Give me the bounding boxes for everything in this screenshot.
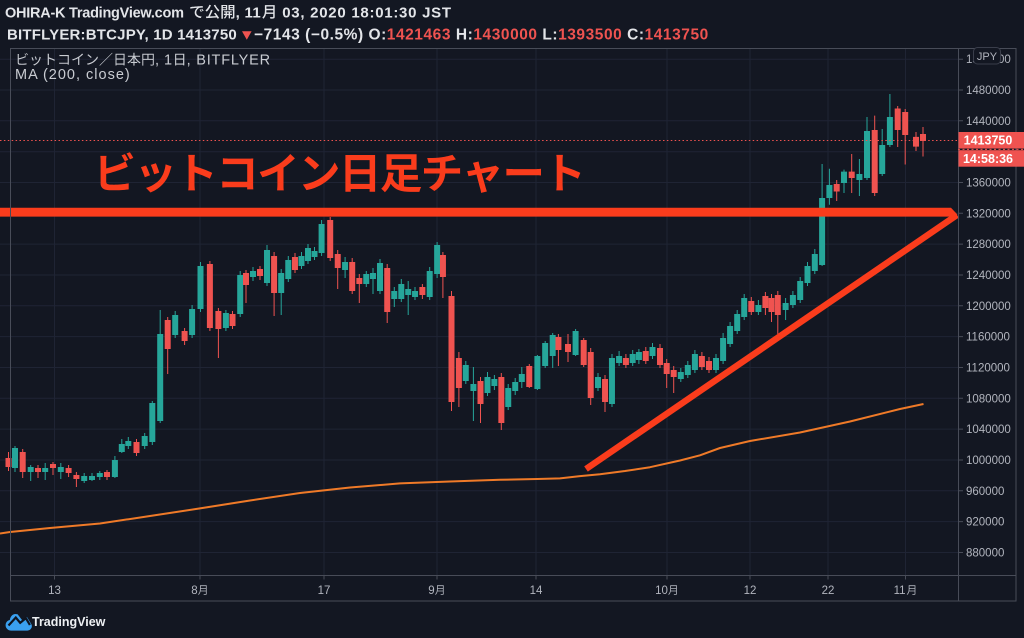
svg-text:12: 12 [744, 585, 757, 597]
svg-text:L:: L: [538, 27, 559, 44]
svg-text:880000: 880000 [966, 548, 1004, 560]
svg-text:1320000: 1320000 [966, 208, 1011, 220]
svg-text:OHIRA-K TradingView.com: OHIRA-K TradingView.com [5, 5, 188, 21]
svg-text:920000: 920000 [966, 517, 1004, 529]
svg-text:1280000: 1280000 [966, 239, 1011, 251]
svg-text:1393500: 1393500 [558, 27, 622, 44]
svg-text:03, 2020 18:01:30 JST: 03, 2020 18:01:30 JST [277, 4, 452, 21]
svg-text:MA (200, close): MA (200, close) [15, 67, 131, 83]
svg-text:1080000: 1080000 [966, 393, 1011, 405]
svg-text:14:58:36: 14:58:36 [963, 152, 1013, 166]
svg-text:1413750: 1413750 [645, 27, 709, 44]
svg-text:17: 17 [318, 585, 331, 597]
svg-text:1421463: 1421463 [387, 27, 451, 44]
svg-text:10: 10 [655, 585, 668, 597]
svg-text:TradingView: TradingView [32, 615, 106, 629]
svg-text:, BITFLYER: , BITFLYER [187, 53, 271, 69]
svg-text:8: 8 [191, 585, 197, 597]
svg-text:BITFLYER:BTCJPY, 1D 1413750: BITFLYER:BTCJPY, 1D 1413750 [7, 27, 237, 44]
svg-text:1360000: 1360000 [966, 178, 1011, 190]
svg-text:−7143 (−0.5%) O:: −7143 (−0.5%) O: [254, 27, 387, 44]
svg-text:1240000: 1240000 [966, 270, 1011, 282]
svg-text:1480000: 1480000 [966, 85, 1011, 97]
svg-text:1430000: 1430000 [473, 27, 537, 44]
svg-text:22: 22 [822, 585, 835, 597]
svg-text:9: 9 [428, 585, 434, 597]
svg-text:1200000: 1200000 [966, 301, 1011, 313]
svg-text:11: 11 [894, 585, 906, 597]
svg-text:H:: H: [451, 27, 473, 44]
svg-text:1040000: 1040000 [966, 424, 1011, 436]
svg-text:C:: C: [622, 27, 644, 44]
svg-text:1120000: 1120000 [966, 363, 1010, 375]
svg-text:14: 14 [530, 585, 543, 597]
svg-text:960000: 960000 [966, 486, 1004, 498]
svg-text:13: 13 [48, 585, 61, 597]
svg-text:JPY: JPY [977, 51, 998, 63]
svg-text:, 1: , 1 [155, 53, 173, 69]
svg-text:1413750: 1413750 [964, 134, 1013, 148]
svg-text:, 11: , 11 [236, 4, 261, 21]
svg-text:1160000: 1160000 [966, 332, 1010, 344]
svg-text:1000000: 1000000 [966, 455, 1011, 467]
svg-text:1440000: 1440000 [966, 116, 1011, 128]
